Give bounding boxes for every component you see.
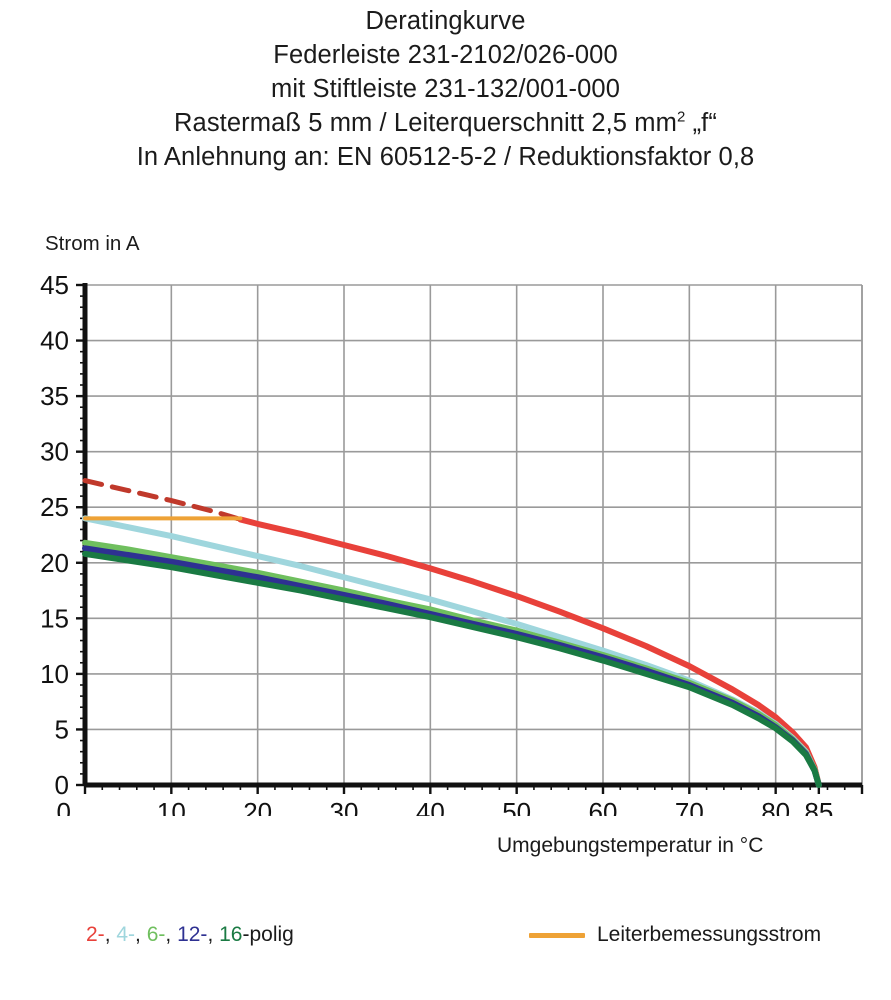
series-lines: [82, 478, 822, 788]
legend-pole-part-5: ,: [165, 923, 178, 946]
chart-legend: 2-, 4-, 6-, 12-, 16-polig Leiterbemessun…: [0, 915, 891, 975]
y-tick-label: 45: [40, 270, 69, 300]
y-tick-label: 30: [40, 437, 69, 467]
x-tick-label: 30: [330, 797, 359, 816]
title-line-4-superscript: 2: [676, 108, 686, 126]
series-16-polig: [82, 550, 822, 788]
series-6-polig: [82, 539, 822, 788]
title-line-2: Federleiste 231-2102/026-000: [273, 41, 618, 69]
y-axis-label: Strom in A: [45, 232, 140, 255]
title-line-3: mit Stiftleiste 231-132/001-000: [271, 75, 620, 103]
legend-pole-part-4: 6-: [146, 923, 166, 946]
legend-pole-part-6: 12-: [177, 923, 208, 946]
y-tick-label: 10: [40, 659, 69, 689]
tick-labels: 0 5 10 15 20 25 30 35 40 45 0 10 20 30 40 50 60 70 80 85: [40, 270, 833, 816]
legend-rated-current-label: Leiterbemessungsstrom: [597, 923, 822, 946]
legend-pole-part-3: ,: [135, 923, 147, 946]
title-line-5: In Anlehnung an: EN 60512-5-2 / Reduktio…: [136, 143, 755, 171]
x-tick-label: 0: [57, 797, 71, 816]
title-line-4: Rastermaß 5 mm / Leiterquerschnitt 2,5 m…: [0, 106, 891, 140]
legend-pole-part-1: ,: [104, 923, 117, 946]
y-tick-label: 0: [55, 770, 69, 800]
x-tick-label: 70: [675, 797, 704, 816]
series-12-polig: [82, 545, 822, 788]
series-4-polig: [82, 515, 822, 788]
x-tick-label: 60: [589, 797, 618, 816]
plot-canvas: 0 5 10 15 20 25 30 35 40 45 0 10 20 30 40 50 60 70 80 85: [40, 270, 864, 816]
x-tick-label: 85: [804, 797, 833, 816]
legend-poles: 2-, 4-, 6-, 12-, 16-polig: [86, 923, 294, 947]
y-tick-label: 5: [55, 714, 69, 744]
legend-pole-part-9: -polig: [242, 923, 294, 946]
legend-pole-part-0: 2-: [86, 923, 105, 946]
legend-pole-part-8: 16: [219, 923, 243, 946]
axis-lines: [82, 283, 862, 788]
legend-rated-current: Leiterbemessungsstrom: [529, 923, 821, 947]
title-line-4-main: Rastermaß 5 mm / Leiterquerschnitt 2,5 m…: [174, 109, 677, 137]
x-axis-label: Umgebungstemperatur in °C: [497, 834, 764, 857]
y-tick-label: 35: [40, 381, 69, 411]
x-tick-label: 10: [157, 797, 186, 816]
title-line-4-suffix: „f“: [685, 109, 717, 137]
y-tick-label: 15: [40, 603, 69, 633]
series-2-polig-extrapolated: [82, 478, 243, 522]
x-tick-label: 80: [761, 797, 790, 816]
legend-line-swatch-icon: [529, 932, 585, 938]
y-tick-label: 40: [40, 326, 69, 356]
x-tick-label: 50: [502, 797, 531, 816]
chart-title-block: Deratingkurve Federleiste 231-2102/026-0…: [0, 0, 891, 174]
x-tick-label: 20: [243, 797, 272, 816]
legend-pole-part-2: 4-: [116, 923, 136, 946]
deratingkurve-chart: Strom in A 0 5 10 15 20 25 30 35 40 45 0 10 20 30 40 50…: [0, 216, 891, 857]
y-tick-label: 20: [40, 548, 69, 578]
legend-pole-part-7: ,: [207, 923, 220, 946]
x-tick-label: 40: [416, 797, 445, 816]
title-line-1: Deratingkurve: [365, 7, 526, 35]
y-tick-label: 25: [40, 492, 69, 522]
series-2-polig: [237, 516, 822, 788]
